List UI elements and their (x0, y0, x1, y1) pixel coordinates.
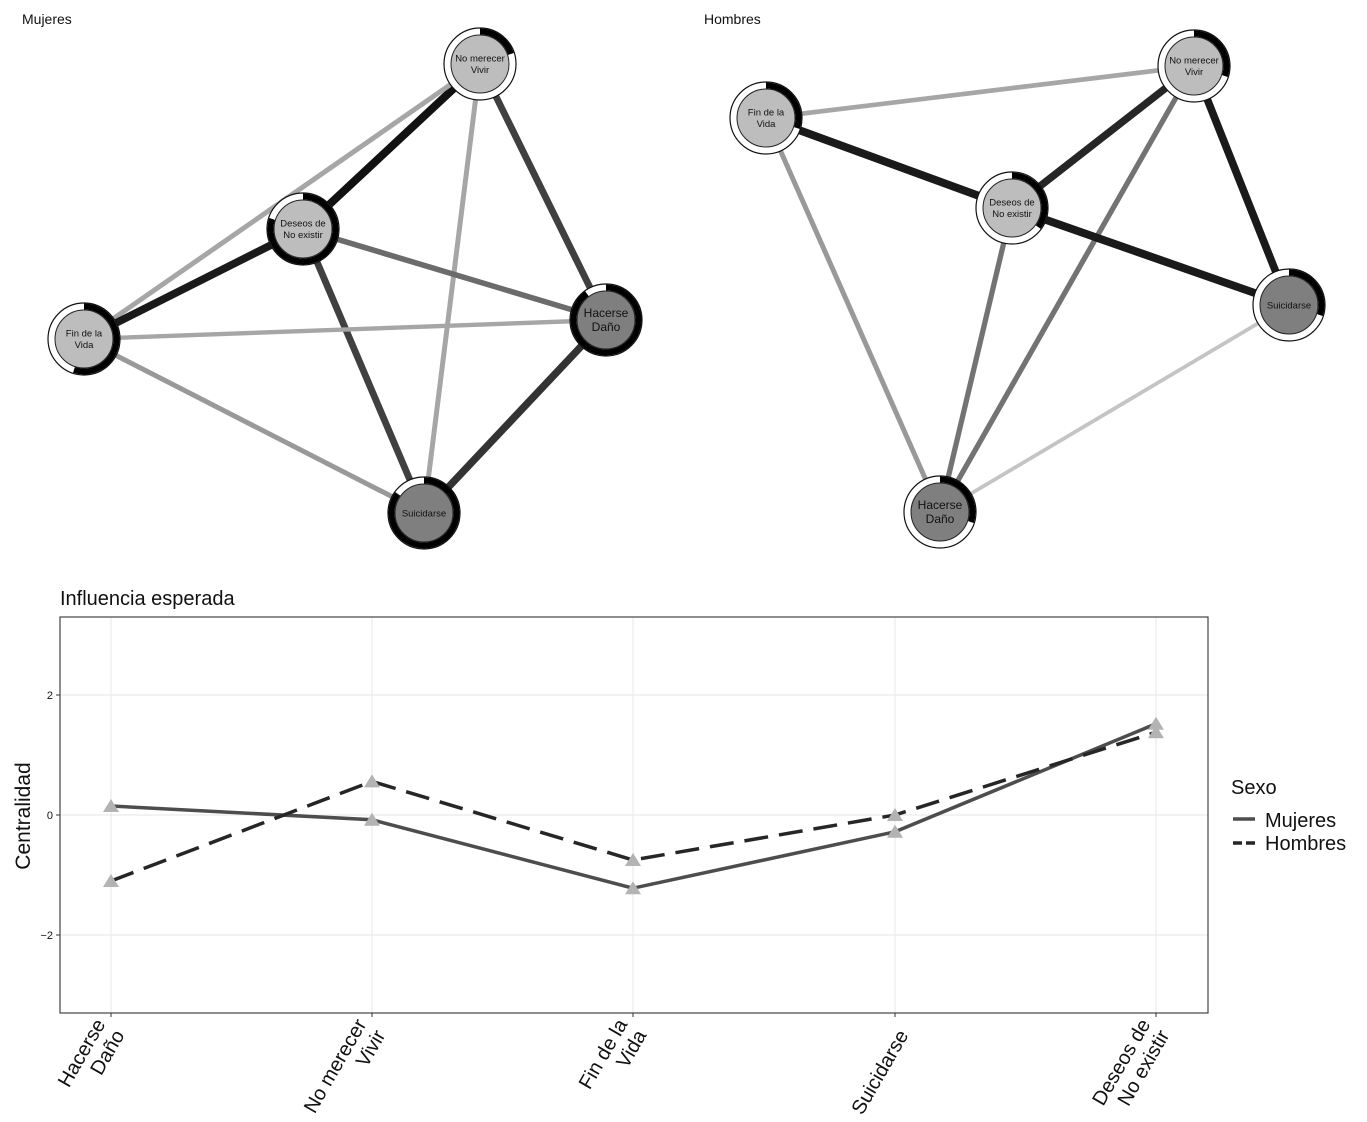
data-point-marker (1148, 725, 1164, 739)
node-label: Suicidarse (1267, 300, 1311, 311)
network-edge (299, 225, 428, 517)
legend-title: Sexo (1231, 777, 1277, 799)
network-edge (299, 60, 484, 233)
node-label: No existir (283, 230, 323, 241)
network-edge (762, 114, 1016, 212)
node-label: Vivir (471, 65, 489, 76)
legend-label-mujeres: Mujeres (1265, 810, 1336, 832)
line-chart: Influencia esperada Centralidad Sexo Muj… (12, 588, 1346, 1119)
node-label: Fin de la (66, 329, 103, 340)
node-label: Vida (75, 340, 95, 351)
node-label: Deseos de (989, 198, 1034, 209)
network-edge (81, 317, 609, 342)
node-pie-arc (765, 82, 802, 129)
data-point-marker (364, 812, 380, 826)
y-axis-label: Centralidad (12, 762, 35, 869)
node-label: Hacerse (584, 306, 629, 320)
network-edge (937, 63, 1197, 515)
node-label: No existir (992, 209, 1032, 220)
data-point-marker (1148, 716, 1164, 730)
network-edge (937, 205, 1015, 515)
network-edge (1008, 204, 1293, 309)
node-label: Vivir (1185, 67, 1203, 78)
data-point-marker (364, 774, 380, 788)
node-pie-arc (570, 284, 642, 356)
node-pie-arc (267, 193, 339, 265)
data-point-marker (625, 881, 641, 895)
y-tick-label: 0 (47, 810, 53, 822)
x-tick-label: No merecer (300, 1015, 371, 1117)
series-line-hombres (110, 730, 1157, 883)
node-pie-arc (939, 476, 976, 523)
x-tick-label: Suicidarse (848, 1027, 914, 1119)
network-edge (420, 316, 610, 517)
data-point-marker (103, 874, 119, 887)
network-edge (80, 225, 307, 343)
network-edge (1008, 62, 1198, 212)
network-edge (763, 63, 1197, 121)
node-pie-arc (1011, 172, 1048, 229)
node-label: Daño (926, 512, 955, 526)
node-pie-arc (479, 28, 514, 56)
legend-label-hombres: Hombres (1265, 833, 1346, 855)
node-label: Suicidarse (402, 508, 446, 519)
node-pie-arc (1193, 30, 1230, 77)
network-edge (763, 115, 943, 515)
node-label: No merecer (1169, 56, 1219, 67)
y-tick-label: −2 (40, 930, 53, 942)
node-label: Vida (757, 119, 777, 130)
node-label: Daño (592, 320, 621, 334)
data-point-marker (625, 853, 641, 866)
data-point-marker (103, 799, 119, 812)
data-point-marker (887, 824, 903, 838)
chart-title: Influencia esperada (60, 588, 235, 610)
node-pie-arc (1288, 269, 1325, 316)
network-edge (81, 336, 427, 516)
y-tick-label: 2 (47, 690, 53, 702)
node-pie-arc (388, 477, 460, 549)
network-title-hombres: Hombres (704, 11, 761, 27)
node-pie-arc (73, 303, 120, 375)
network-edge (1190, 62, 1293, 309)
network-title-mujeres: Mujeres (22, 11, 72, 27)
network-node: Suicidarse (1252, 268, 1326, 342)
network-edge (421, 61, 483, 516)
network-edge (300, 226, 609, 323)
network-edge (938, 303, 1291, 514)
network-node: Suicidarse (387, 476, 461, 550)
node-label: Deseos de (280, 219, 325, 230)
node-label: Fin de la (748, 108, 785, 119)
node-label: Hacerse (918, 498, 963, 512)
node-label: No merecer (455, 54, 505, 65)
data-point-marker (887, 808, 903, 821)
network-edge (476, 60, 610, 324)
